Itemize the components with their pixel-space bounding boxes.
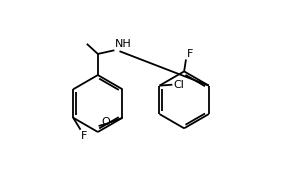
Text: O: O: [101, 117, 110, 127]
Text: Cl: Cl: [173, 80, 184, 90]
Text: F: F: [187, 48, 193, 58]
Text: F: F: [81, 131, 88, 141]
Text: NH: NH: [115, 39, 132, 49]
